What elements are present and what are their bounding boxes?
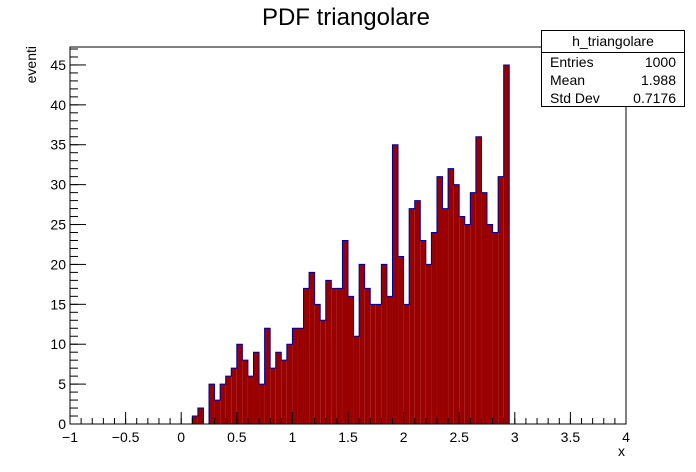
histogram-bar [392, 144, 399, 425]
histogram-bar [336, 288, 343, 424]
histogram-bar [498, 176, 504, 424]
histogram-bar [436, 176, 443, 424]
chart-title: PDF triangolare [262, 4, 430, 31]
histogram-bar [320, 320, 326, 424]
stats-value: 1.988 [640, 72, 676, 88]
histogram-bar [464, 224, 471, 424]
stats-label: Std Dev [550, 90, 600, 106]
histogram-bar [470, 192, 476, 424]
x-tick-label: 2 [400, 429, 408, 445]
histogram-bar [281, 360, 287, 424]
histogram-bar [220, 384, 226, 424]
histogram-bar [231, 368, 237, 424]
histogram-bar [331, 288, 337, 424]
histogram-bar [409, 208, 415, 424]
histogram-bar [442, 208, 449, 424]
histogram-bar [225, 376, 232, 424]
histogram-bar [487, 224, 493, 424]
histogram-bar [242, 360, 248, 424]
x-axis-label: x [618, 443, 625, 459]
x-tick-label: 1.5 [338, 429, 358, 445]
histogram-bar [448, 168, 454, 424]
histogram-bar [359, 264, 365, 424]
histogram-bar [403, 304, 410, 424]
x-tick-label: 3 [511, 429, 519, 445]
y-tick-label: 10 [50, 336, 66, 352]
histogram-bar [292, 328, 298, 424]
y-tick-label: 40 [50, 97, 66, 113]
stats-value: 0.7176 [633, 90, 676, 106]
stats-row-stddev: Std Dev 0.7176 [542, 89, 684, 107]
histogram-bar [414, 200, 421, 424]
histogram-bar [303, 288, 310, 424]
histogram-bar [453, 184, 460, 424]
stats-title: h_triangolare [542, 31, 684, 53]
histogram-bar [353, 336, 360, 424]
histogram-bar [431, 232, 437, 424]
histogram-bar [325, 280, 332, 424]
histogram-bar [264, 328, 271, 424]
histogram-bar [286, 344, 293, 424]
histogram-bar [247, 376, 254, 424]
histogram-outline [191, 64, 515, 425]
x-tick-label: 0 [177, 429, 185, 445]
x-tick-label: 2.5 [449, 429, 469, 445]
stats-label: Mean [550, 72, 586, 88]
histogram-bar [314, 304, 321, 424]
x-tick-label: −0.5 [112, 429, 140, 445]
axis-ticks: −1 −0.5 0 0.5 1 1.5 2 2.5 3 3.5 405101520253035404… [50, 48, 630, 445]
histogram-bar [481, 192, 487, 424]
histogram-bar [309, 272, 315, 424]
histogram-bar [492, 232, 499, 424]
x-tick-label: 4 [622, 429, 630, 445]
histogram-bar [475, 136, 482, 424]
histogram-bar [364, 288, 371, 424]
y-tick-label: 30 [50, 177, 66, 193]
y-tick-label: 45 [50, 57, 66, 73]
histogram-bar [370, 304, 376, 424]
histogram-bar [270, 368, 276, 424]
histogram-bar [209, 384, 215, 424]
stats-label: Entries [550, 54, 594, 70]
x-tick-label: 3.5 [561, 429, 581, 445]
y-tick-label: 25 [50, 217, 66, 233]
histogram-bar [398, 256, 404, 424]
histogram-bar [459, 216, 465, 424]
histogram-bar [259, 384, 265, 424]
y-tick-label: 5 [58, 376, 66, 392]
y-tick-label: 15 [50, 296, 66, 312]
histogram-bar [375, 304, 382, 424]
histogram-bar [253, 352, 260, 424]
histogram-bar [503, 64, 510, 424]
histogram-bar [348, 296, 354, 424]
histogram-bar [386, 296, 393, 424]
y-tick-label: 20 [50, 256, 66, 272]
y-tick-label: 0 [58, 416, 66, 432]
y-tick-label: 35 [50, 137, 66, 153]
stats-row-entries: Entries 1000 [542, 53, 684, 71]
histogram-bar [342, 240, 348, 424]
histogram-bar [197, 408, 204, 424]
histogram-bar [425, 264, 432, 424]
x-tick-label: −1 [62, 429, 78, 445]
histogram-bar [214, 400, 221, 424]
histogram-bar [381, 264, 387, 424]
histogram-bar [236, 344, 243, 424]
histogram-bar [297, 328, 304, 424]
x-tick-label: 0.5 [227, 429, 247, 445]
y-axis-label: eventi [23, 46, 39, 83]
histogram-bars [191, 64, 515, 425]
stats-row-mean: Mean 1.988 [542, 71, 684, 89]
histogram-bar [192, 416, 198, 424]
stats-box: h_triangolare Entries 1000 Mean 1.988 St… [541, 30, 685, 107]
x-tick-label: 1 [289, 429, 297, 445]
stats-value: 1000 [644, 54, 676, 70]
histogram-bar [420, 240, 426, 424]
histogram-bar [275, 352, 282, 424]
